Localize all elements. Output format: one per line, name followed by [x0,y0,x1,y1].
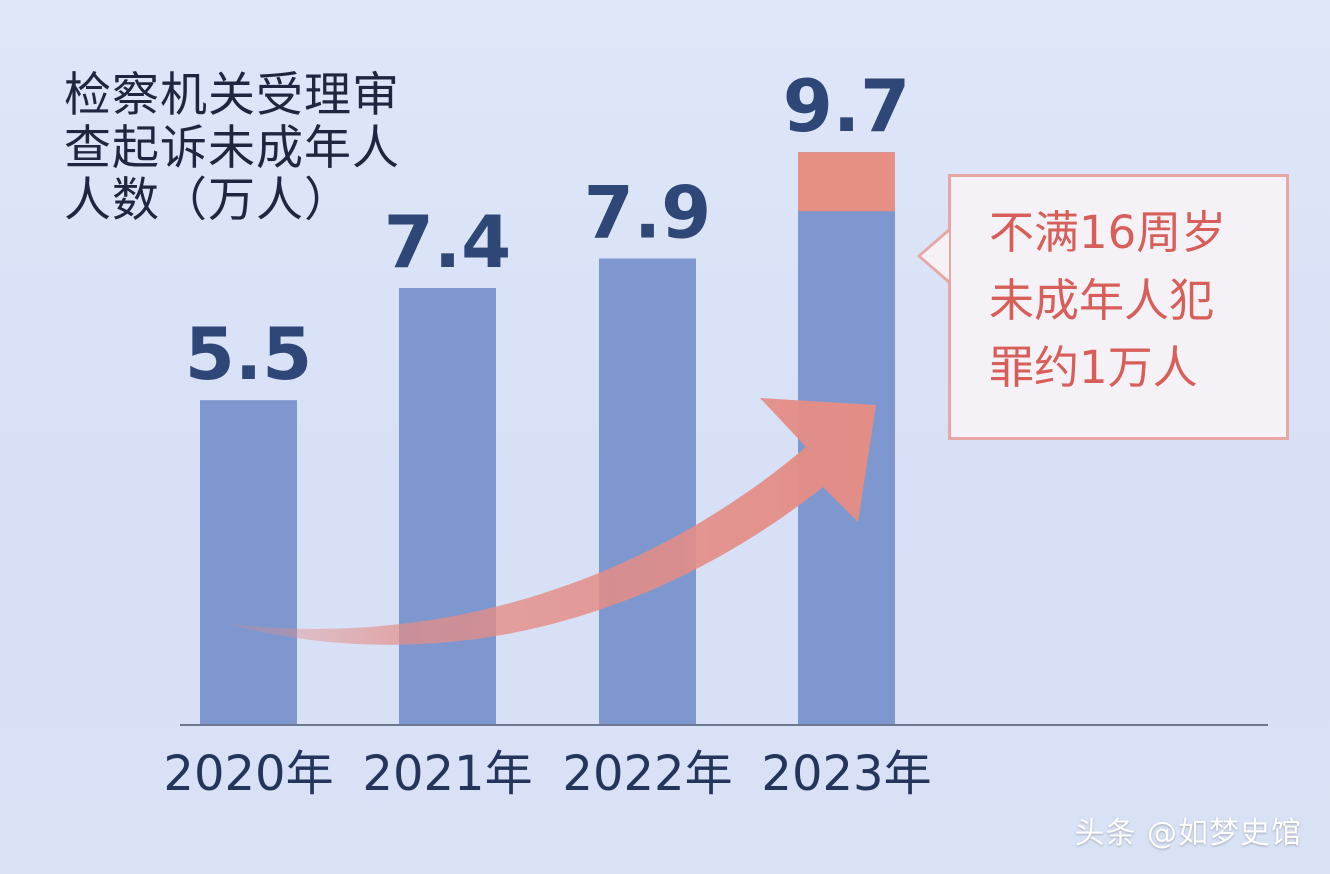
callout-pointer [921,232,949,280]
bars-layer: 5.5 2020年 7.4 2021年 7.9 2022年 9.7 2023年 [163,64,931,802]
value-label-2023年: 9.7 [783,64,911,148]
x-axis-label-2021年: 2021年 [362,746,532,802]
value-label-2020年: 5.5 [185,312,313,396]
bar-2021年 [399,288,496,725]
x-axis-label-2020年: 2020年 [163,746,333,802]
chart-title-line-2: 查起诉未成年人 [64,120,400,176]
bar-2020年 [200,400,297,725]
callout-box: 不满16周岁 未成年人犯 罪约1万人 [948,174,1289,440]
highlight-segment-2023年 [798,152,895,212]
chart-title: 检察机关受理审 查起诉未成年人 人数（万人） [64,68,464,229]
chart-title-line-1: 检察机关受理审 [64,68,400,123]
trend-arrow [223,398,876,645]
watermark: 头条 @如梦史馆 [1074,816,1302,851]
x-axis-label-2022年: 2022年 [562,746,732,802]
chart-title-line-3: 人数（万人） [64,173,352,229]
bar-2022年 [599,258,696,725]
value-label-2021年: 7.4 [384,200,512,284]
x-axis-label-2023年: 2023年 [761,746,931,802]
callout-text: 不满16周岁 未成年人犯 罪约1万人 [989,206,1227,394]
value-label-2022年: 7.9 [584,170,712,254]
